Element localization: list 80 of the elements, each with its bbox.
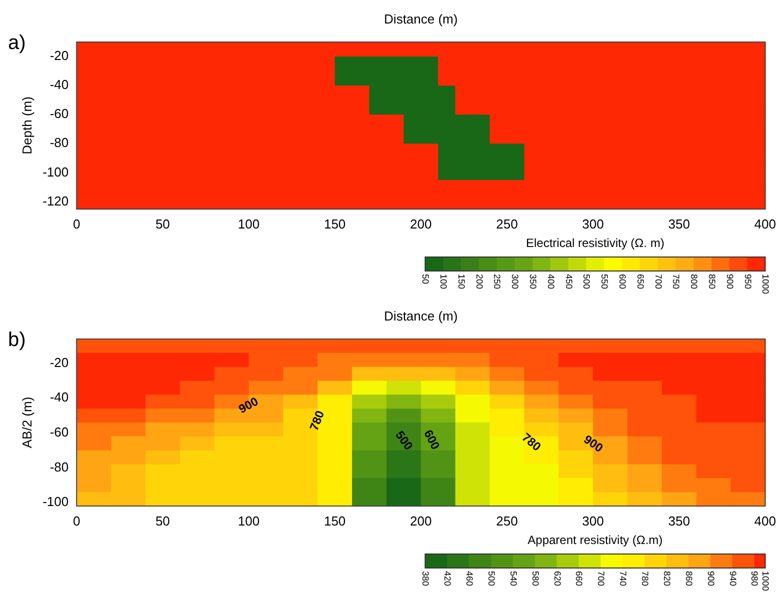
color-bar-label: 700 bbox=[653, 274, 664, 290]
color-bar-label: 620 bbox=[552, 571, 562, 586]
y-tick-label: -80 bbox=[50, 459, 69, 474]
x-tick-label: 400 bbox=[754, 513, 776, 528]
y-tick-label: -20 bbox=[50, 48, 69, 64]
y-axis-title: AB/2 (m) bbox=[19, 396, 34, 448]
color-bar-label: 860 bbox=[684, 571, 694, 586]
color-bar-label: 460 bbox=[464, 571, 475, 586]
annotation: 600 bbox=[421, 428, 443, 452]
color-bar-label: 420 bbox=[442, 571, 453, 586]
annotation: 780 bbox=[306, 408, 328, 432]
color-bar-title: Electrical resistivity (Ω. m) bbox=[526, 236, 664, 250]
color-bar-label: 350 bbox=[528, 274, 538, 290]
color-bar-label: 550 bbox=[600, 274, 610, 290]
color-bar-label: 200 bbox=[474, 274, 484, 290]
x-tick-label: 150 bbox=[324, 513, 346, 528]
color-bar-label: 1000 bbox=[760, 571, 771, 592]
color-bar-label: 900 bbox=[724, 274, 735, 290]
y-tick-label: -80 bbox=[50, 135, 69, 150]
color-bar-label: 450 bbox=[564, 274, 574, 290]
x-tick-label: 400 bbox=[754, 216, 776, 232]
x-tick-label: 250 bbox=[496, 513, 518, 528]
color-bar-title: Apparent resistivity (Ω.m) bbox=[528, 533, 663, 547]
color-bar-label: 660 bbox=[574, 571, 584, 586]
y-tick-label: -60 bbox=[50, 424, 69, 440]
color-bar-label: 1000 bbox=[760, 274, 771, 294]
x-axis-title: Distance (m) bbox=[384, 308, 458, 324]
x-tick-label: 350 bbox=[668, 513, 690, 528]
color-bar-label: 50 bbox=[420, 274, 431, 284]
color-bar-label: 700 bbox=[596, 571, 606, 586]
y-tick-label: -100 bbox=[42, 494, 69, 510]
color-bar-label: 780 bbox=[640, 571, 650, 586]
annotation: 900 bbox=[236, 394, 261, 416]
x-tick-label: 150 bbox=[324, 216, 346, 232]
color-bar-label: 150 bbox=[456, 274, 466, 290]
y-tick-label: -40 bbox=[50, 77, 69, 92]
x-tick-label: 200 bbox=[410, 216, 432, 232]
color-bar-label: 500 bbox=[486, 571, 496, 586]
color-bar-label: 600 bbox=[618, 274, 628, 290]
y-tick-label: -20 bbox=[50, 354, 69, 370]
color-bar-label: 820 bbox=[662, 571, 672, 586]
color-bar-label: 740 bbox=[618, 571, 628, 586]
color-bar-label: 300 bbox=[510, 274, 520, 290]
x-tick-label: 300 bbox=[582, 216, 604, 232]
x-tick-label: 100 bbox=[238, 513, 260, 528]
text: b) bbox=[8, 329, 26, 352]
color-bar-label: 250 bbox=[492, 274, 502, 290]
annotation: 900 bbox=[581, 432, 606, 456]
color-bar-label: 380 bbox=[420, 571, 431, 586]
color-bar-label: 750 bbox=[671, 274, 682, 290]
x-tick-label: 300 bbox=[582, 513, 604, 528]
x-axis-title: Distance (m) bbox=[384, 11, 458, 26]
color-bar-label: 650 bbox=[635, 274, 646, 290]
color-bar-label: 400 bbox=[546, 274, 556, 290]
y-tick-label: -100 bbox=[42, 164, 69, 180]
annotation: 500 bbox=[392, 428, 416, 453]
color-bar-label: 940 bbox=[728, 571, 738, 586]
x-tick-label: 50 bbox=[155, 513, 170, 528]
x-tick-label: 0 bbox=[73, 513, 80, 528]
x-tick-label: 50 bbox=[155, 216, 170, 232]
y-tick-label: -60 bbox=[50, 106, 69, 122]
y-tick-label: -40 bbox=[50, 390, 69, 405]
color-bar-label: 500 bbox=[582, 274, 592, 290]
color-bar-label: 100 bbox=[438, 274, 449, 290]
color-bar-label: 800 bbox=[689, 274, 700, 290]
x-tick-label: 350 bbox=[668, 216, 690, 232]
color-bar-label: 980 bbox=[750, 571, 760, 586]
y-tick-label: -120 bbox=[42, 193, 69, 208]
color-bar-label: 950 bbox=[742, 274, 753, 290]
annotation: 780 bbox=[519, 430, 544, 454]
color-bar-label: 850 bbox=[706, 274, 717, 290]
x-tick-label: 0 bbox=[73, 216, 80, 232]
color-bar-label: 580 bbox=[530, 571, 540, 586]
x-tick-label: 100 bbox=[238, 216, 260, 232]
x-tick-label: 200 bbox=[410, 513, 432, 528]
color-bar-label: 540 bbox=[508, 571, 518, 586]
y-axis-title: Depth (m) bbox=[19, 96, 34, 154]
x-tick-label: 250 bbox=[496, 216, 518, 232]
text: a) bbox=[8, 32, 26, 55]
color-bar-label: 900 bbox=[706, 571, 716, 586]
